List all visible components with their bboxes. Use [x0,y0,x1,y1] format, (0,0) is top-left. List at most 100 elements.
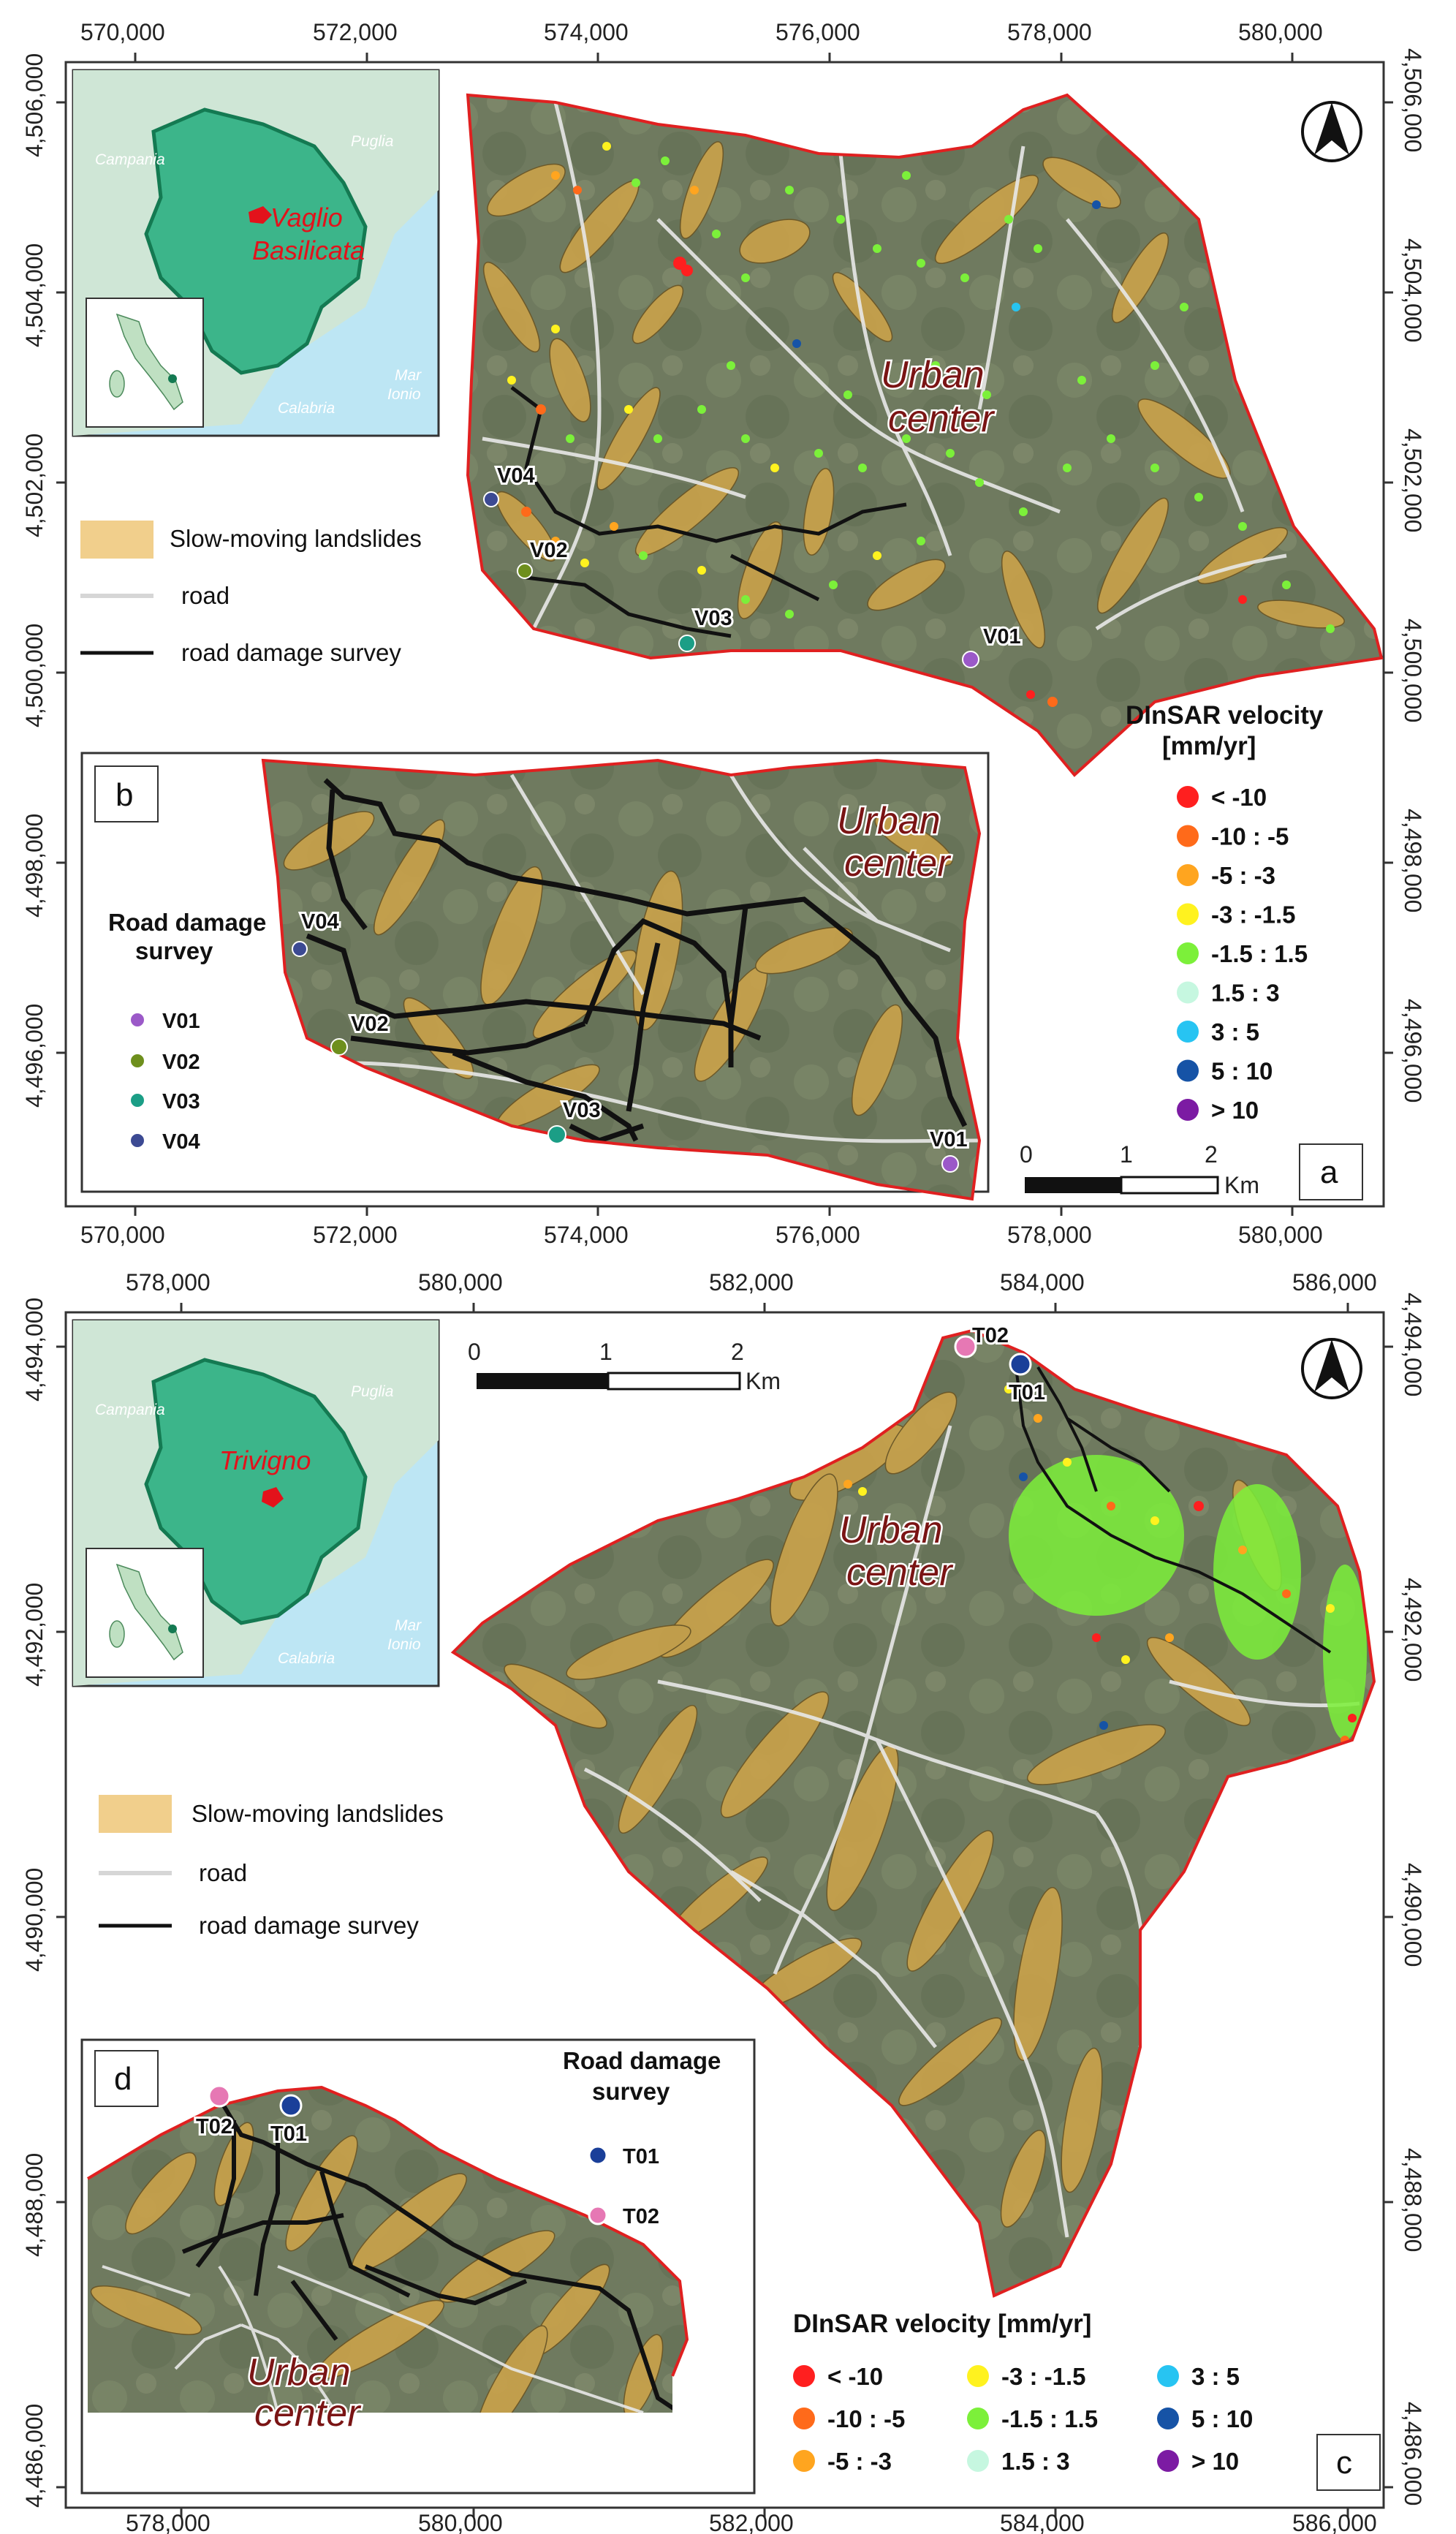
velocity-label-c-6: 3 : 5 [1191,2363,1240,2390]
legend-text-road-a: road [181,582,230,609]
site-marker-v04 [483,491,499,507]
scale-label-0-c: 0 [468,1339,481,1365]
velocity-swatch-c-4 [967,2408,989,2429]
y-tick-4500000-left: 4,500,000 [21,624,48,727]
urban-center-label-b: Urban [837,800,941,842]
x-tick-586000-top-c: 586,000 [1292,1269,1377,1296]
velocity-swatch-a-4 [1177,942,1199,964]
y-tick-4500000-right: 4,500,000 [1400,619,1426,722]
panel-letter-box-b [94,765,159,822]
survey-legend-text-v04: V04 [162,1130,200,1154]
scale-label-2-c: 2 [731,1339,744,1365]
x-tick-574000-bottom: 574,000 [544,1222,629,1248]
velocity-label-c-3: -3 : -1.5 [1001,2363,1086,2390]
velocity-legend-a: DInSAR velocity [mm/yr] < -10 -10 : -5 -5 … [1126,701,1324,1124]
velocity-label-a-3: -3 : -1.5 [1211,901,1296,928]
survey-legend-text-v03: V03 [162,1090,200,1113]
top-x-ticks-upper: 570,000 572,000 574,000 576,000 578,000 … [80,19,1323,62]
x-tick-586000-bottom-c: 586,000 [1292,2510,1377,2534]
inset-map-b: Urban center b Road damage survey V01 V0… [80,752,990,1201]
survey-sites-d: T02 T01 [194,2084,309,2148]
y-tick-4488000-left: 4,488,000 [21,2153,48,2257]
scale-bar-a: 0 1 2 Km [1020,1141,1259,1198]
velocity-swatch-a-5 [1177,981,1199,1004]
velocity-swatch-c-1 [793,2408,815,2429]
velocity-swatch-a-8 [1177,1099,1199,1121]
top-y-ticks-right: 4,506,000 4,504,000 4,502,000 4,500,000 … [1384,48,1426,1103]
y-tick-4492000-left: 4,492,000 [21,1583,48,1687]
velocity-swatch-a-3 [1177,903,1199,926]
site-label-v01: V01 [983,625,1021,648]
legend-text-landslides-c: Slow-moving landslides [192,1800,444,1827]
legend-panel-c: Slow-moving landslides road road damage … [99,1795,444,1939]
velocity-swatch-a-7 [1177,1059,1199,1082]
map-panel-c: 578,000 580,000 582,000 584,000 586,000 … [21,1269,1426,2534]
y-tick-4494000-left: 4,494,000 [21,1298,48,1402]
inset-site-label-v01: V01 [930,1128,968,1151]
velocity-swatch-a-6 [1177,1021,1199,1043]
urban-center-label-d-2: center [254,2392,362,2435]
x-tick-582000-top-c: 582,000 [709,1269,794,1296]
dinsar-points-a [493,142,1335,707]
y-tick-4486000-left: 4,486,000 [21,2404,48,2508]
velocity-label-c-2: -5 : -3 [827,2448,892,2475]
legend-text-road-damage-a: road damage survey [181,639,401,666]
velocity-swatch-a-1 [1177,825,1199,847]
survey-legend-text-v02: V02 [162,1051,200,1074]
x-tick-570000-top: 570,000 [80,19,165,45]
survey-legend-title-d-1: Road damage [563,2047,721,2074]
velocity-label-c-7: 5 : 10 [1191,2405,1253,2432]
site-label-t01: T01 [1009,1381,1045,1404]
scale-label-1-c: 1 [599,1339,613,1365]
site-label-t02: T02 [972,1324,1009,1347]
town-label-vaglio-2: Basilicata [252,235,365,265]
x-tick-578000-top: 578,000 [1007,19,1092,45]
survey-legend-text-t02: T02 [623,2205,659,2228]
survey-legend-marker-v04 [129,1132,145,1149]
survey-legend-items-d: T01 T02 [588,2145,659,2228]
y-tick-4494000-right: 4,494,000 [1400,1293,1426,1396]
urban-center-label-d: Urban [247,2351,351,2394]
site-marker-t01 [1009,1353,1032,1376]
survey-legend-title-d-2: survey [592,2078,670,2105]
inset-site-label-v03: V03 [563,1099,601,1122]
y-tick-4498000-right: 4,498,000 [1400,809,1426,912]
survey-sites-c: T02 T01 [954,1322,1047,1407]
panel-letter-box-a [1299,1143,1363,1200]
site-marker-v03 [678,635,696,652]
velocity-swatch-a-0 [1177,786,1199,808]
survey-legend-text-t01: T01 [623,2145,659,2168]
landslide-polygons-a [482,141,1345,648]
velocity-swatch-c-5 [967,2450,989,2472]
velocity-swatch-c-2 [793,2450,815,2472]
scale-label-1-a: 1 [1120,1141,1133,1168]
survey-legend-title-b-1: Road damage [108,909,266,936]
velocity-swatch-c-6 [1157,2365,1179,2387]
y-tick-4496000-right: 4,496,000 [1400,999,1426,1103]
y-tick-4490000-left: 4,490,000 [21,1868,48,1972]
legend-text-road-c: road [199,1859,247,1886]
x-tick-580000-top-c: 580,000 [418,1269,503,1296]
x-tick-582000-bottom-c: 582,000 [709,2510,794,2534]
panel-letter-box-c [1316,2434,1381,2491]
velocity-label-a-6: 3 : 5 [1211,1018,1259,1045]
bottom-y-ticks-left: 4,494,000 4,492,000 4,490,000 4,488,000 … [21,1298,66,2508]
x-tick-578000-top-c: 578,000 [126,1269,211,1296]
x-tick-584000-top-c: 584,000 [1000,1269,1085,1296]
urban-center-label-c: Urban [839,1509,943,1551]
region-label-calabria-a: Calabria [278,400,335,417]
velocity-label-c-4: -1.5 : 1.5 [1001,2405,1098,2432]
site-marker-v01 [962,651,979,668]
north-arrow-icon-c [1301,1338,1362,1399]
dinsar-cluster-c [1009,1455,1367,1740]
survey-legend-marker-v01 [129,1012,145,1028]
y-tick-4486000-right: 4,486,000 [1400,2402,1426,2505]
urban-center-label-a-2: center [888,398,996,440]
panel-letter-c: c [1336,2445,1352,2481]
x-tick-580000-bottom: 580,000 [1238,1222,1323,1248]
y-tick-4492000-right: 4,492,000 [1400,1578,1426,1682]
sea-label-a-1: Mar [395,367,422,384]
roads-a [482,102,1287,631]
x-tick-572000-top: 572,000 [313,19,398,45]
